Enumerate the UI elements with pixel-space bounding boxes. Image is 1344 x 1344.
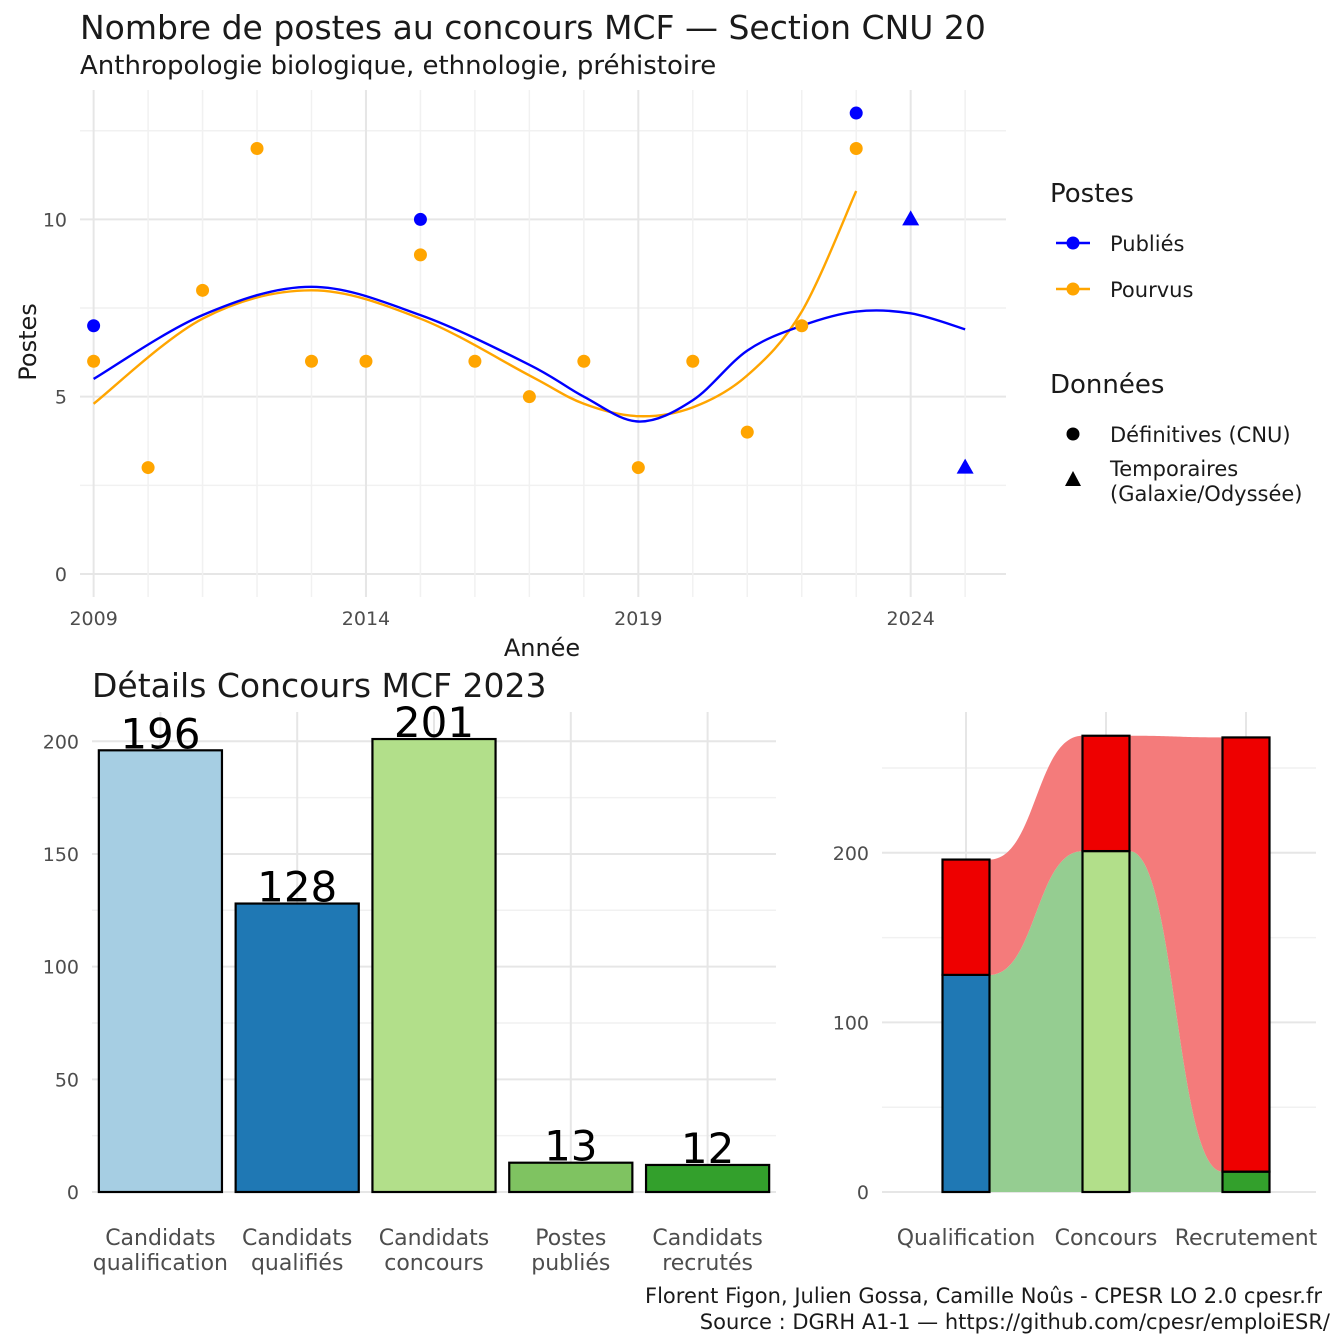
legend-pourvus-dot (1066, 282, 1080, 296)
bar-value-label: 128 (257, 863, 337, 912)
bar-value-label: 13 (544, 1122, 597, 1171)
legend-pourvus-label: Pourvus (1110, 278, 1193, 302)
data-point-triangle (902, 210, 920, 226)
data-point (849, 106, 863, 120)
y-tick-label: 100 (833, 1012, 869, 1034)
legend-definitives-dot (1066, 427, 1080, 441)
data-point-triangle (956, 458, 974, 474)
x-tick-label: Candidats (652, 1226, 762, 1251)
x-tick-label: Candidats (105, 1226, 215, 1251)
x-tick-label: Candidats (379, 1226, 489, 1251)
smooth-line-publies (93, 285, 966, 423)
x-tick-label: 2009 (69, 608, 117, 630)
bar-value-label: 12 (681, 1124, 734, 1173)
data-point (413, 248, 427, 262)
stratum-lower (1221, 1170, 1271, 1194)
alluvial-y-tick-labels: 0 100 200 (833, 843, 869, 1204)
data-point (686, 354, 700, 368)
legend-temporaires-label-line2: (Galaxie/Odyssée) (1110, 482, 1303, 506)
x-tick-label: qualification (93, 1251, 228, 1276)
x-tick-label: Qualification (897, 1226, 1036, 1251)
x-tick-label: publiés (531, 1251, 610, 1276)
data-point (740, 425, 754, 439)
bar-chart-bars (97, 737, 771, 1194)
alluvial-x-tick-labels: Qualification Concours Recrutement (897, 1226, 1318, 1251)
data-point (522, 390, 536, 404)
data-point (141, 461, 155, 475)
data-point (87, 319, 101, 333)
x-tick-label: Candidats (242, 1226, 352, 1251)
bar-chart-y-tick-labels: 0 50 100 150 200 (43, 731, 79, 1204)
bar (508, 1161, 634, 1194)
x-tick-label: qualifiés (251, 1251, 343, 1276)
top-y-tick-labels: 0 5 10 (43, 209, 67, 586)
stratum-upper (1081, 734, 1131, 853)
legend-donnees-title: Données (1050, 370, 1164, 400)
chart-title: Nombre de postes au concours MCF — Secti… (80, 8, 986, 47)
bar-value-label: 196 (120, 709, 200, 758)
data-point (577, 354, 591, 368)
stratum-upper (941, 858, 991, 976)
legend-postes-title: Postes (1050, 179, 1134, 209)
x-tick-label: 2019 (614, 608, 662, 630)
x-tick-label: 2014 (342, 608, 390, 630)
y-tick-label: 200 (43, 731, 79, 753)
y-tick-label: 50 (55, 1069, 79, 1091)
data-point (631, 461, 645, 475)
stratum-upper (1221, 736, 1271, 1173)
legend-temporaires-triangle (1065, 471, 1081, 486)
data-point (849, 142, 863, 155)
caption-authors: Florent Figon, Julien Gossa, Camille Noû… (645, 1284, 1322, 1308)
caption-source: Source : DGRH A1-1 — https://github.com/… (700, 1310, 1331, 1334)
stratum-lower (1081, 849, 1131, 1194)
alluvial-bars (941, 734, 1271, 1194)
chart-subtitle: Anthropologie biologique, ethnologie, pr… (80, 51, 716, 81)
stratum-lower (941, 973, 991, 1194)
x-tick-label: 2024 (886, 608, 934, 630)
x-tick-label: concours (384, 1251, 484, 1276)
top-plot-grid (80, 90, 1006, 597)
y-tick-label: 100 (43, 957, 79, 979)
top-smooth-lines (92, 190, 966, 423)
top-x-axis-label: Année (504, 634, 580, 662)
data-point (196, 283, 210, 297)
y-tick-label: 10 (43, 209, 67, 231)
flow-red (942, 735, 1270, 1172)
data-point (468, 354, 482, 368)
data-point (305, 354, 318, 368)
x-tick-label: Recrutement (1175, 1226, 1318, 1251)
top-x-tick-labels: 2009 2014 2019 2024 (69, 608, 934, 630)
x-tick-label: Postes (535, 1226, 606, 1251)
x-tick-label: Concours (1055, 1226, 1158, 1251)
top-y-axis-label: Postes (14, 303, 42, 380)
data-point (250, 142, 264, 155)
top-points (87, 106, 974, 475)
bar-chart-data-labels: 196 128 201 13 12 (120, 698, 734, 1173)
y-tick-label: 5 (55, 387, 67, 409)
bar (644, 1163, 771, 1194)
bar (97, 749, 224, 1194)
y-tick-label: 0 (67, 1182, 79, 1204)
data-point (359, 354, 373, 368)
legend: Postes Publiés Pourvus Données Définitiv… (1050, 179, 1303, 506)
legend-publies-label: Publiés (1110, 232, 1184, 256)
legend-definitives-label: Définitives (CNU) (1110, 423, 1291, 447)
bar (234, 902, 360, 1194)
data-point (87, 354, 101, 368)
smooth-line-pourvus (92, 190, 858, 418)
bar (371, 737, 497, 1194)
legend-publies-dot (1066, 236, 1080, 250)
y-tick-label: 0 (55, 564, 67, 586)
data-point (413, 212, 427, 226)
bar-chart-title: Détails Concours MCF 2023 (92, 666, 547, 705)
legend-temporaires-label-line1: Temporaires (1109, 457, 1238, 481)
y-tick-label: 200 (833, 843, 869, 865)
bar-chart-x-tick-labels: CandidatsqualificationCandidatsqualifiés… (93, 1226, 763, 1276)
y-tick-label: 0 (857, 1182, 869, 1204)
bar-value-label: 201 (394, 698, 474, 747)
x-tick-label: recrutés (662, 1251, 753, 1276)
data-point (795, 319, 809, 333)
y-tick-label: 150 (43, 844, 79, 866)
